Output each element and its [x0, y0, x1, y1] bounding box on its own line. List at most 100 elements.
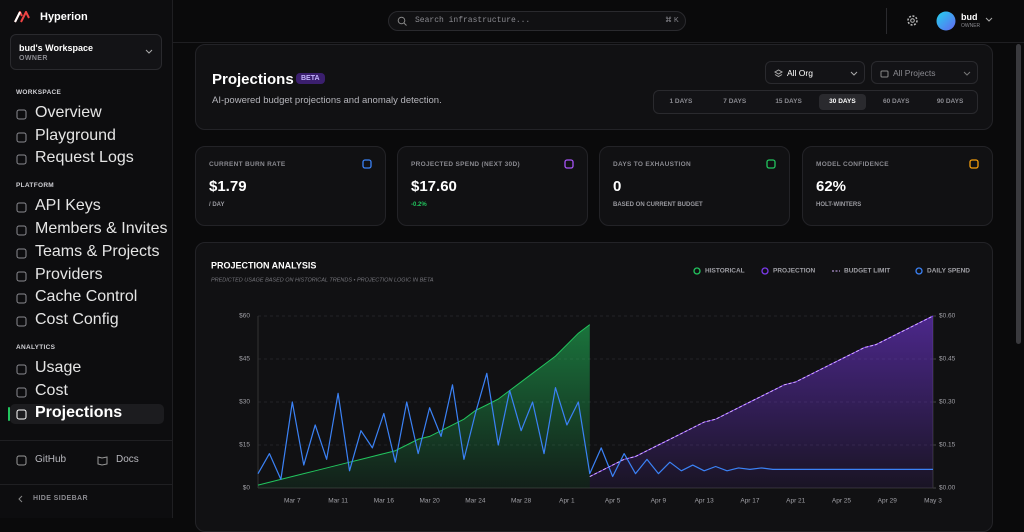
y-tick-label: $30: [239, 399, 250, 406]
icon-shape: [16, 109, 27, 120]
x-tick-label: Apr 29: [878, 498, 898, 505]
filter-label: All Projects: [893, 68, 936, 78]
org-filter[interactable]: All Org: [765, 61, 865, 84]
range-button[interactable]: 60 DAYS: [882, 98, 910, 105]
nav-item[interactable]: Providers: [35, 265, 103, 283]
stat-note: HOLT-WINTERS: [816, 202, 862, 208]
beta-badge: BETA: [296, 73, 325, 84]
scrollbar[interactable]: [1016, 44, 1021, 344]
x-tick-label: Mar 20: [419, 498, 440, 505]
user-name: bud: [961, 12, 978, 22]
stat-label: CURRENT BURN RATE: [209, 161, 286, 168]
nav-item[interactable]: Projections: [35, 404, 123, 422]
docs-link[interactable]: Docs: [116, 454, 139, 465]
line: [257, 372, 933, 480]
range-button[interactable]: 7 DAYS: [723, 98, 747, 105]
search-icon: [397, 16, 407, 26]
icon-shape: [969, 159, 979, 169]
nav-item[interactable]: Cost: [35, 381, 68, 399]
nav-item[interactable]: Members & Invites: [35, 220, 168, 238]
stat-card: PROJECTED SPEND (NEXT 30D) $17.60 -0.2%: [397, 146, 588, 226]
nav-item[interactable]: Playground: [35, 126, 116, 144]
nav-item[interactable]: Usage: [35, 358, 82, 376]
range-button[interactable]: 1 DAYS: [669, 98, 693, 105]
range-button[interactable]: 90 DAYS: [936, 98, 964, 105]
x-tick-label: Mar 24: [465, 498, 486, 505]
logo: [14, 11, 30, 23]
nav-icon: [16, 109, 27, 120]
filter-icon: [774, 69, 783, 78]
icon-shape: [16, 132, 27, 143]
divider: [0, 440, 172, 441]
y2-tick-label: $0.45: [939, 356, 956, 363]
hide-sidebar[interactable]: HIDE SIDEBAR: [33, 495, 88, 502]
x-tick-label: Apr 17: [740, 498, 760, 505]
icon-shape: [362, 159, 372, 169]
workspace-name: bud's Workspace: [19, 43, 93, 53]
icon-shape: [16, 271, 27, 281]
legend-marker: [761, 267, 769, 275]
app-name: Hyperion: [40, 11, 88, 23]
chart: PROJECTION ANALYSIS PREDICTED USAGE BASE…: [211, 260, 970, 505]
nav-item[interactable]: Request Logs: [35, 149, 134, 167]
x-tick-label: Mar 7: [284, 498, 301, 505]
topbar-border: [172, 42, 1024, 43]
icon-shape: [16, 316, 27, 327]
settings-button[interactable]: [906, 14, 919, 27]
project-filter[interactable]: All Projects: [871, 61, 978, 84]
nav-icon: [16, 154, 27, 165]
docs-icon: [97, 456, 108, 466]
x-tick-label: Mar 28: [511, 498, 532, 505]
sidebar: Hyperion bud's Workspace OWNER GitHub Do…: [0, 0, 173, 518]
nav-item[interactable]: Cost Config: [35, 310, 119, 328]
chart-title: PROJECTION ANALYSIS: [211, 260, 316, 270]
search-shortcut: ⌘ K: [665, 17, 679, 24]
icon-shape: [564, 159, 574, 169]
legend-label: BUDGET LIMIT: [844, 268, 890, 275]
workspace-switcher[interactable]: bud's Workspace OWNER: [10, 34, 162, 70]
range-button[interactable]: 30 DAYS: [818, 94, 867, 110]
stat-icon: [564, 159, 574, 169]
separator: [886, 8, 887, 34]
x-tick-label: Apr 21: [786, 498, 806, 505]
nav-section-title: PLATFORM: [16, 182, 55, 190]
workspace-role: OWNER: [19, 55, 48, 62]
icon-shape: [766, 159, 776, 169]
nav-icon: [16, 225, 27, 236]
y-tick-label: $60: [239, 313, 250, 320]
range-selector: 1 DAYS 7 DAYS 15 DAYS 30 DAYS 60 DAYS 90 DAYS: [653, 90, 978, 114]
stat-note: BASED ON CURRENT BUDGET: [613, 202, 703, 208]
search-placeholder: Search infrastructure...: [415, 16, 531, 25]
nav-icon: [16, 271, 27, 281]
filter-icon: [880, 70, 889, 78]
nav-item[interactable]: Cache Control: [35, 288, 138, 306]
page-title: Projections: [212, 71, 294, 88]
range-button[interactable]: 15 DAYS: [775, 98, 802, 105]
chevron: [145, 49, 153, 54]
area: [258, 324, 590, 488]
nav-item[interactable]: Overview: [35, 104, 102, 121]
github-icon: [16, 455, 27, 466]
stat-value: 0: [613, 178, 622, 195]
github-link[interactable]: GitHub: [35, 454, 67, 465]
chevron: [985, 17, 993, 22]
search-box[interactable]: Search infrastructure... ⌘ K: [388, 11, 686, 31]
y-tick-label: $0: [243, 485, 251, 492]
stat-icon: [362, 159, 372, 169]
nav-section-title: WORKSPACE: [16, 89, 62, 96]
icon-shape: [16, 409, 27, 420]
avatar[interactable]: [936, 11, 956, 31]
icon-shape: [16, 202, 27, 213]
nav-icon: [16, 409, 27, 420]
nav-item[interactable]: API Keys: [35, 197, 101, 215]
icon-shape: [16, 225, 27, 236]
stat-value: 62%: [816, 178, 847, 195]
legend-label: HISTORICAL: [705, 268, 745, 275]
x-tick-label: Mar 11: [328, 498, 348, 505]
header-panel: Projections BETA AI-powered budget proje…: [195, 44, 993, 130]
nav-icon: [16, 316, 27, 327]
legend-marker: [915, 267, 923, 275]
area-line: [257, 324, 591, 486]
nav-item[interactable]: Teams & Projects: [35, 242, 160, 260]
